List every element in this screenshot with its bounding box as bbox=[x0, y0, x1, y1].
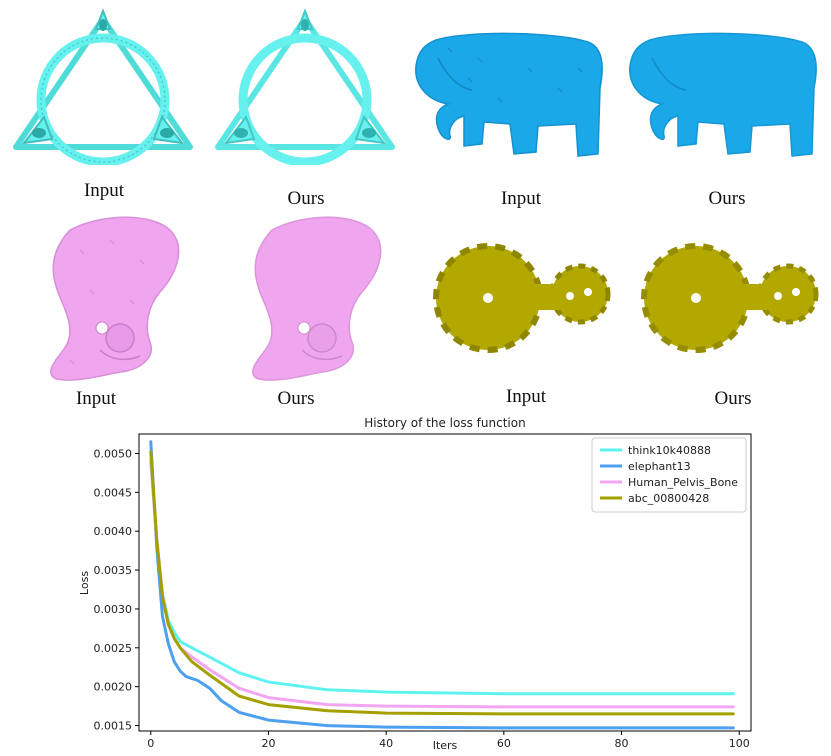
y-tick-label: 0.0020 bbox=[94, 681, 133, 694]
legend-label: Human_Pelvis_Bone bbox=[628, 476, 738, 489]
gear-shape bbox=[641, 243, 819, 353]
series-line-3 bbox=[149, 450, 735, 716]
caption-ring-input: Input bbox=[83, 180, 125, 201]
loss-history-chart: History of the loss function 0.0015 0.002… bbox=[78, 416, 752, 752]
x-tick-label: 40 bbox=[379, 737, 393, 750]
x-tick-label: 100 bbox=[729, 737, 750, 750]
ring-shape bbox=[215, 8, 395, 165]
legend-frame bbox=[591, 437, 747, 513]
ring-input-render bbox=[13, 8, 193, 165]
chart-title: History of the loss function bbox=[364, 416, 525, 430]
series-lines bbox=[149, 440, 735, 730]
caption-gear-input: Input bbox=[505, 386, 547, 407]
x-axis-label: Iters bbox=[433, 739, 458, 752]
x-tick-label: 80 bbox=[615, 737, 629, 750]
y-tick-label: 0.0025 bbox=[94, 642, 133, 655]
y-axis-ticks: 0.0015 0.0020 0.0025 0.0030 0.0035 0.0040 0.00… bbox=[94, 447, 139, 733]
elephant-shape bbox=[415, 32, 603, 157]
elephant-shape bbox=[629, 32, 817, 157]
x-tick-label: 0 bbox=[147, 737, 154, 750]
legend: think10k40888 elephant13 Human_Pelvis_Bone… bbox=[591, 437, 747, 513]
pelvis-shape bbox=[252, 216, 382, 381]
caption-elephant-ours: Ours bbox=[708, 188, 746, 209]
legend-label: think10k40888 bbox=[628, 444, 711, 457]
y-axis-label: Loss bbox=[78, 571, 91, 595]
ring-shape bbox=[13, 8, 193, 165]
gear-ours-render bbox=[641, 243, 819, 353]
plot-frame bbox=[138, 433, 752, 732]
caption-ring-ours: Ours bbox=[287, 188, 325, 209]
ring-ours-render bbox=[215, 8, 395, 165]
caption-pelvis-ours: Ours bbox=[277, 388, 315, 409]
x-axis-ticks: 0 20 40 60 80 100 bbox=[147, 731, 750, 750]
pelvis-input-render bbox=[50, 216, 180, 381]
x-tick-label: 20 bbox=[261, 737, 275, 750]
x-tick-label: 60 bbox=[497, 737, 511, 750]
elephant-input-render bbox=[415, 32, 603, 157]
caption-elephant-input: Input bbox=[500, 188, 542, 209]
gear-shape bbox=[433, 243, 611, 353]
y-tick-label: 0.0030 bbox=[94, 603, 133, 616]
y-tick-label: 0.0015 bbox=[94, 720, 133, 733]
caption-pelvis-input: Input bbox=[75, 388, 117, 409]
pelvis-shape bbox=[50, 216, 180, 381]
legend-label: elephant13 bbox=[628, 460, 691, 473]
y-tick-label: 0.0050 bbox=[94, 447, 133, 460]
legend-label: abc_00800428 bbox=[628, 492, 709, 505]
series-line-1 bbox=[149, 440, 735, 730]
y-tick-label: 0.0040 bbox=[94, 525, 133, 538]
elephant-ours-render bbox=[629, 32, 817, 157]
caption-gear-ours: Ours bbox=[714, 388, 752, 409]
pelvis-ours-render bbox=[252, 216, 382, 381]
y-tick-label: 0.0035 bbox=[94, 564, 133, 577]
gear-input-render bbox=[433, 243, 611, 353]
y-tick-label: 0.0045 bbox=[94, 486, 133, 499]
